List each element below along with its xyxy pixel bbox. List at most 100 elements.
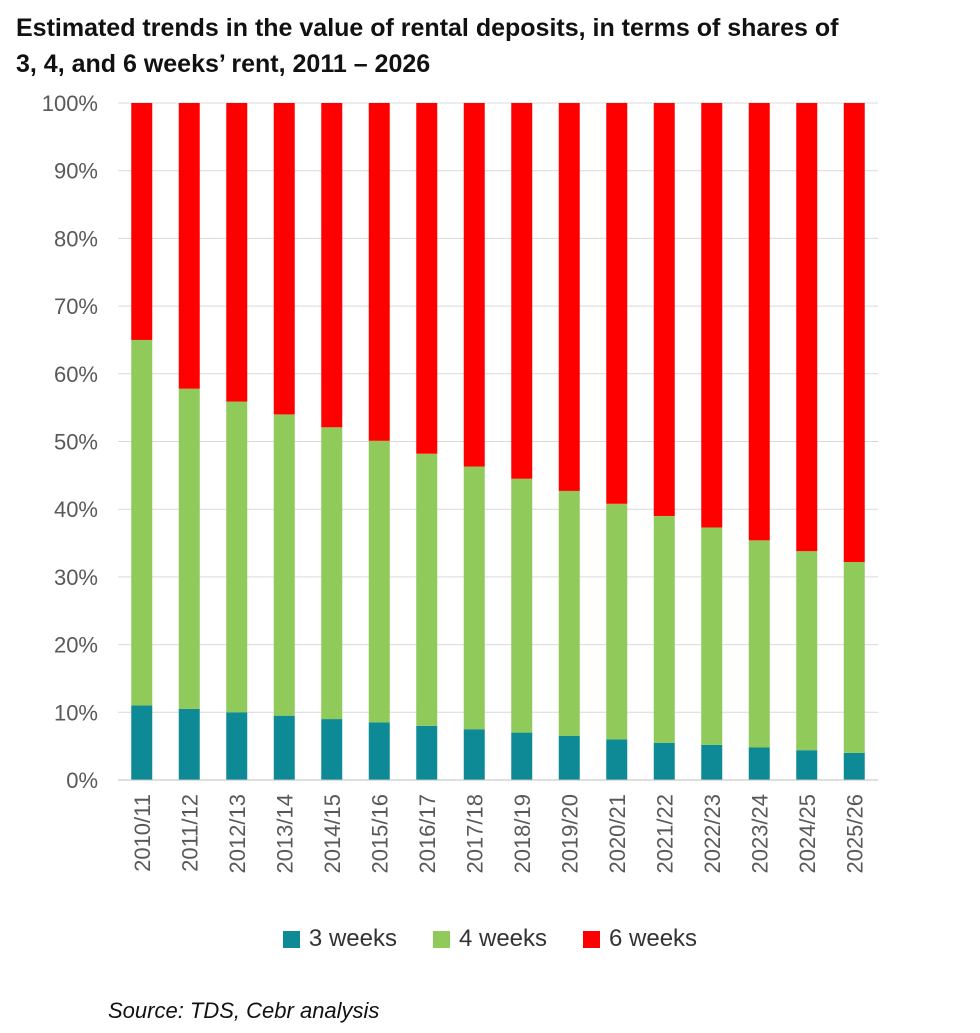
bar-segment-3-weeks (273, 715, 295, 780)
y-tick-label: 10% (54, 700, 98, 725)
legend-swatch-4-weeks (432, 930, 450, 948)
bar-segment-6-weeks (843, 103, 865, 563)
x-tick-label: 2021/22 (652, 794, 677, 874)
bar-segment-6-weeks (653, 103, 675, 516)
bar-stack-2023-24 (748, 103, 770, 780)
bar-segment-6-weeks (558, 103, 580, 491)
y-tick-label: 50% (54, 430, 98, 455)
legend-label-6-weeks: 6 weeks (609, 925, 698, 952)
bar-segment-4-weeks (748, 540, 770, 748)
bar-segment-4-weeks (416, 453, 438, 726)
bar-stack-2024-25 (796, 103, 818, 780)
legend-item-3-weeks: 3 weeks (282, 925, 397, 953)
bar-segment-4-weeks (178, 388, 200, 709)
y-tick-label: 30% (54, 565, 98, 590)
legend-label-3-weeks: 3 weeks (308, 925, 397, 952)
bar-segment-4-weeks (843, 562, 865, 753)
bar-segment-3-weeks (226, 712, 248, 780)
bar-segment-4-weeks (606, 503, 628, 740)
x-tick-label: 2020/21 (605, 794, 630, 874)
source-note: Source: TDS, Cebr analysis (108, 998, 380, 1023)
bar-stack-2018-19 (511, 103, 533, 780)
y-tick-label: 80% (54, 226, 98, 251)
bar-segment-3-weeks (843, 752, 865, 780)
x-tick-label: 2017/18 (462, 794, 487, 874)
bar-segment-3-weeks (321, 719, 343, 780)
bar-stack-2022-23 (701, 103, 723, 780)
bar-segment-6-weeks (796, 103, 818, 552)
bar-segment-4-weeks (796, 551, 818, 751)
bar-segment-3-weeks (511, 732, 533, 780)
y-tick-label: 100% (42, 91, 98, 116)
bar-segment-4-weeks (463, 466, 485, 730)
bar-stack-2016-17 (416, 103, 438, 780)
legend: 3 weeks 4 weeks 6 weeks (0, 925, 980, 953)
bar-segment-3-weeks (463, 729, 485, 780)
bar-segment-6-weeks (511, 103, 533, 479)
bar-segment-6-weeks (606, 103, 628, 504)
bar-segment-6-weeks (226, 103, 248, 402)
x-tick-label: 2010/11 (130, 794, 155, 872)
x-tick-label: 2024/25 (795, 794, 820, 874)
y-tick-label: 70% (54, 294, 98, 319)
x-tick-label: 2023/24 (747, 794, 772, 874)
bar-segment-6-weeks (368, 103, 390, 441)
bar-stack-2017-18 (463, 103, 485, 780)
bar-segment-3-weeks (368, 722, 390, 780)
x-tick-label: 2014/15 (320, 794, 345, 874)
bar-segment-6-weeks (701, 103, 723, 528)
bar-segment-3-weeks (748, 747, 770, 780)
bar-segment-6-weeks (178, 103, 200, 389)
bar-stack-2010-11 (131, 103, 153, 780)
bar-stacks (131, 103, 865, 780)
bar-segment-4-weeks (511, 478, 533, 733)
legend-label-4-weeks: 4 weeks (458, 925, 548, 952)
bar-segment-6-weeks (131, 103, 153, 340)
y-tick-label: 40% (54, 497, 98, 522)
bar-segment-3-weeks (416, 725, 438, 780)
bar-stack-2021-22 (653, 103, 675, 780)
bar-segment-3-weeks (701, 744, 723, 780)
x-tick-label: 2018/19 (510, 794, 535, 874)
bar-stack-2019-20 (558, 103, 580, 780)
x-tick-label: 2019/20 (557, 794, 582, 874)
legend-swatch-6-weeks (583, 930, 601, 948)
bar-segment-3-weeks (558, 735, 580, 780)
bar-segment-3-weeks (796, 750, 818, 780)
y-tick-label: 90% (54, 159, 98, 184)
bar-stack-2011-12 (178, 103, 200, 780)
x-tick-label: 2013/14 (272, 794, 297, 874)
bar-stack-2013-14 (273, 103, 295, 780)
bar-stack-2014-15 (321, 103, 343, 780)
bar-segment-4-weeks (131, 339, 153, 706)
bar-stack-2020-21 (606, 103, 628, 780)
bar-segment-6-weeks (321, 103, 343, 428)
x-tick-label: 2016/17 (415, 794, 440, 874)
bar-segment-4-weeks (321, 427, 343, 720)
x-tick-label: 2025/26 (842, 794, 867, 874)
chart-title: Estimated trends in the value of rental … (16, 14, 839, 78)
bar-segment-3-weeks (606, 739, 628, 780)
bar-stack-2025-26 (843, 103, 865, 780)
bar-segment-3-weeks (653, 742, 675, 780)
bar-segment-4-weeks (273, 414, 295, 716)
y-tick-label: 0% (66, 768, 98, 793)
y-axis-tick-labels: 0% 10% 20% 30% 40% 50% 60% 70% 80% 90% 100% (42, 91, 98, 793)
bar-segment-3-weeks (131, 705, 153, 780)
bar-segment-4-weeks (226, 401, 248, 713)
bar-stack-2012-13 (226, 103, 248, 780)
y-tick-label: 20% (54, 633, 98, 658)
bar-stack-2015-16 (368, 103, 390, 780)
x-axis-tick-labels: 2010/11 2011/12 2012/13 2013/14 2014/15 2015/… (130, 794, 868, 874)
bar-segment-6-weeks (463, 103, 485, 467)
bar-segment-6-weeks (748, 103, 770, 541)
bar-segment-3-weeks (178, 708, 200, 780)
bar-segment-4-weeks (701, 527, 723, 745)
x-tick-label: 2012/13 (225, 794, 250, 874)
bar-segment-4-weeks (368, 440, 390, 723)
legend-item-4-weeks: 4 weeks (432, 925, 548, 953)
x-tick-label: 2022/23 (700, 794, 725, 874)
legend-item-6-weeks: 6 weeks (583, 925, 697, 953)
bar-segment-4-weeks (558, 490, 580, 736)
bar-segment-4-weeks (653, 515, 675, 743)
